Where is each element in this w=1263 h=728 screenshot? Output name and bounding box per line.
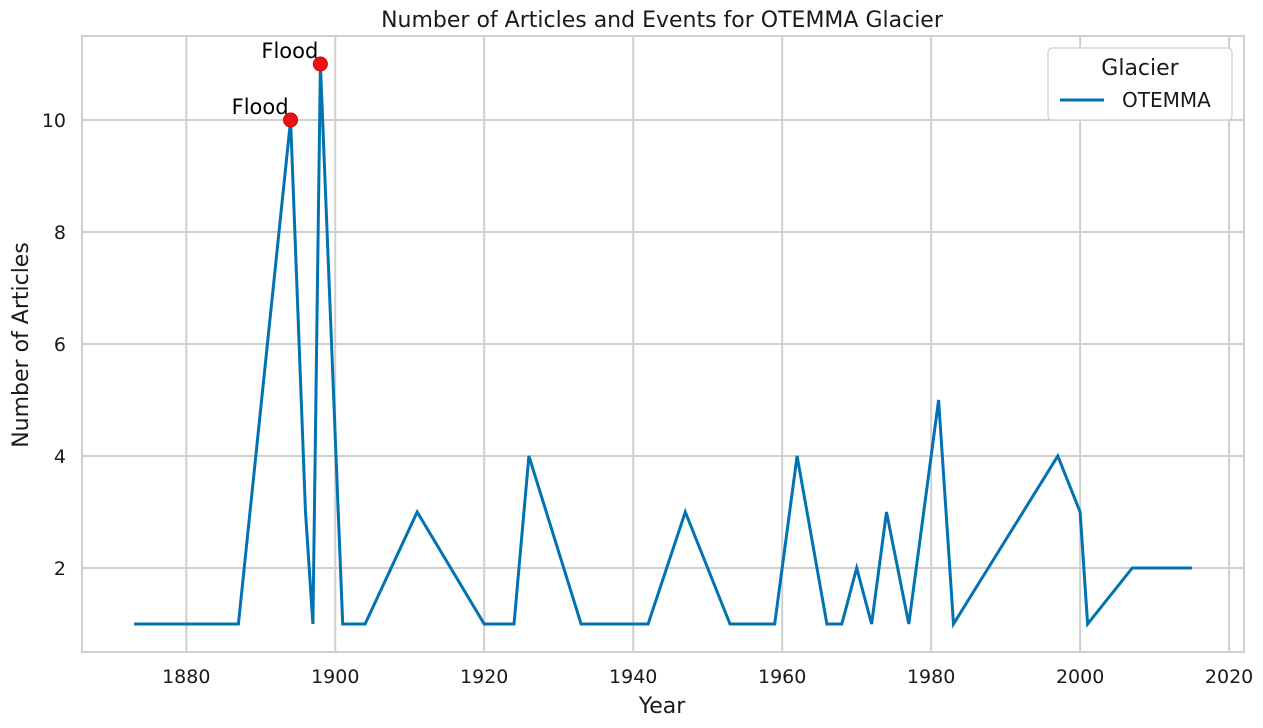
y-tick-label: 2 [54,558,66,580]
legend-title: Glacier [1101,56,1179,81]
y-tick-label: 8 [54,222,66,244]
x-tick-label: 1960 [758,666,806,688]
tick-labels: 1880 1900 1920 1940 1960 1980 2000 2020 2 4 6 8 10 [42,110,1253,688]
chart-title: Number of Articles and Events for OTEMMA… [381,8,944,33]
event-marker [283,112,299,128]
x-tick-label: 1920 [460,666,508,688]
event-label: Flood [261,39,318,63]
event-label: Flood [232,95,289,119]
x-axis-label: Year [638,694,687,719]
plot-frame [81,35,1245,653]
legend: Glacier OTEMMA [1047,47,1233,121]
y-axis-label: Number of Articles [9,242,34,448]
event-marker [312,56,328,72]
x-tick-label: 1940 [609,666,657,688]
x-tick-label: 2020 [1205,666,1253,688]
x-tick-label: 1900 [311,666,359,688]
x-tick-label: 1980 [907,666,955,688]
y-tick-label: 6 [54,334,66,356]
x-tick-label: 1880 [162,666,210,688]
event-markers: Flood Flood [232,39,328,128]
legend-box [1047,47,1233,121]
grid-lines [82,36,1244,652]
legend-entry-otemma: OTEMMA [1122,88,1211,112]
y-tick-label: 4 [54,446,66,468]
y-tick-label: 10 [42,110,66,132]
x-tick-label: 2000 [1056,666,1104,688]
